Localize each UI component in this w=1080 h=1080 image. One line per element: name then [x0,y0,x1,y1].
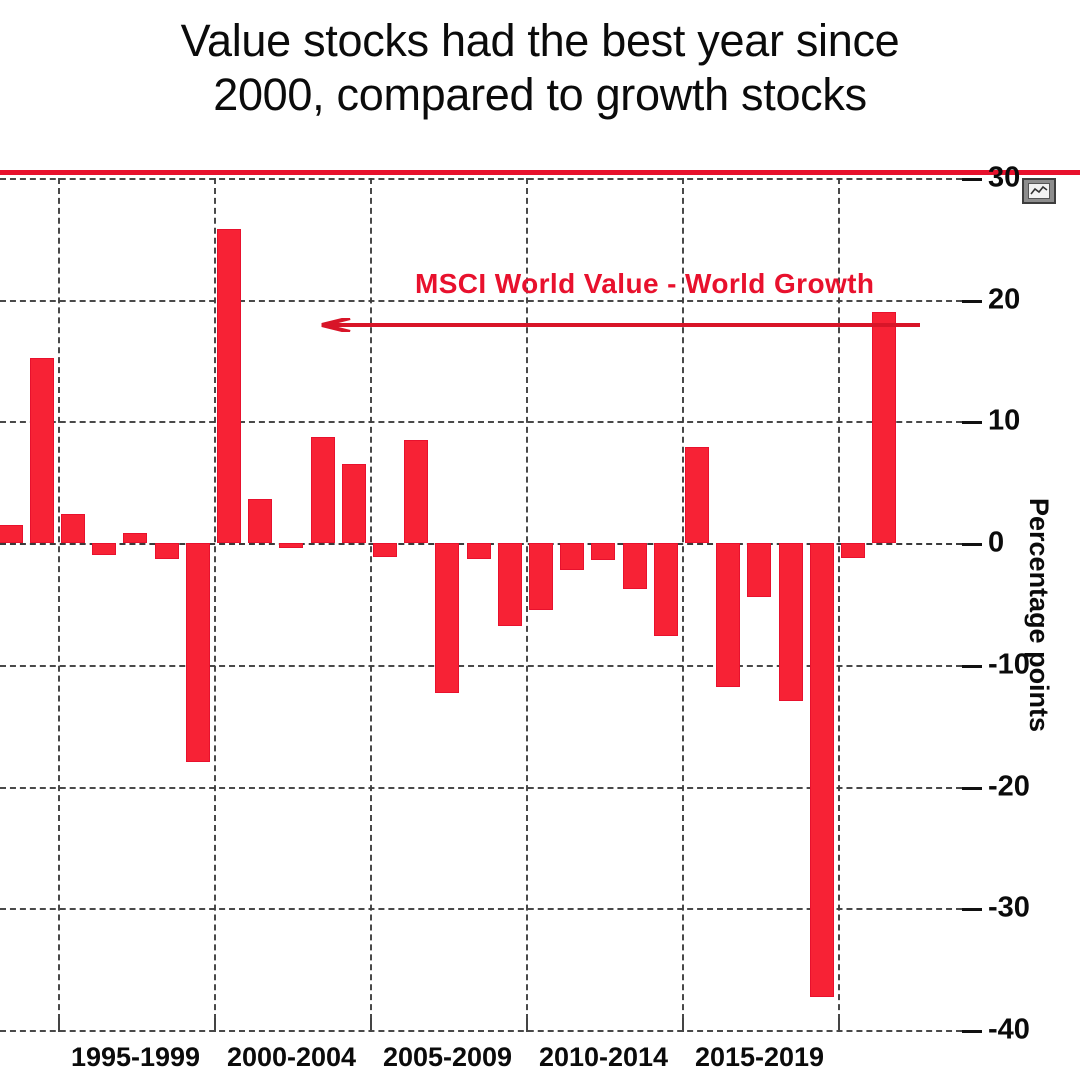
gridline-y--40 [0,1030,962,1032]
y-tick--40 [962,1030,982,1033]
x-tick-2005 [369,1018,372,1032]
x-group-label-2010-2014: 2010-2014 [538,1042,669,1072]
y-tick-label--40: -40 [988,1013,1030,1046]
page-title-line-2: 2000, compared to growth stocks [213,69,867,120]
bar-2011 [560,543,585,570]
gridline-y-20 [0,299,962,302]
bar-2020 [841,543,865,558]
bar-2019 [809,543,834,998]
bar-2017 [747,543,772,597]
title-divider-rule [0,170,1080,175]
bar-2016 [716,543,741,687]
y-tick-20 [962,299,982,303]
gridline-y-10 [0,421,962,424]
x-group-label-1995-1999: 1995-1999 [70,1042,201,1072]
bar-2018 [778,543,803,702]
gridline-x-1995 [57,178,60,1030]
bar-2006 [404,439,429,544]
y-tick-10 [962,421,982,425]
bar-2009 [497,543,522,626]
bar-2000 [217,229,241,544]
bar-1997 [123,533,148,544]
bar-2012 [591,543,616,561]
bar-2014 [653,543,678,636]
y-tick-label--10: -10 [988,648,1030,681]
y-tick--20 [962,786,982,790]
bar-2005 [373,543,397,557]
x-tick-2000 [213,1018,216,1032]
x-tick-2010 [525,1018,528,1032]
bar-series [0,178,962,1030]
x-group-label-2015-2019: 2015-2019 [694,1042,825,1072]
gridline-y--10 [0,664,962,667]
plot-area [0,178,962,1032]
y-tick-label-30: 30 [988,161,1021,194]
gridline-y--20 [0,786,962,789]
gridline-y--30 [0,908,962,911]
bar-2013 [622,543,647,590]
bar-1999 [185,543,210,763]
bar-2010 [529,543,553,611]
y-tick-30 [962,178,982,181]
y-tick-label--20: -20 [988,770,1030,803]
y-tick-label-0: 0 [988,526,1005,559]
gridline-x-2015 [681,178,684,1030]
gridline-x-2010 [525,178,528,1030]
y-axis-title: Percentage points [1024,498,1054,733]
chart-title-block: Value stocks had the best year since 200… [0,0,1080,168]
y-tick-0 [962,543,982,547]
bar-1994 [29,358,54,544]
bar-1995 [61,513,85,544]
bar-2008 [466,543,491,559]
bar-1998 [154,543,179,559]
bar-2007 [435,543,460,693]
series-annotation-label: MSCI World Value - World Growth [415,268,875,299]
bar-2021 [872,311,897,544]
chart-type-icon-glyph [1028,183,1050,199]
gridline-x-2020 [837,178,840,1030]
chart-type-icon[interactable] [1022,178,1056,204]
x-group-label-2000-2004: 2000-2004 [226,1042,357,1072]
bar-2002 [279,543,304,548]
y-tick-label-20: 20 [988,283,1021,316]
x-tick-1995 [57,1018,60,1032]
x-group-label-2005-2009: 2005-2009 [382,1042,513,1072]
x-tick-2020 [837,1018,840,1032]
page-title-line-1: Value stocks had the best year since [180,15,900,66]
y-tick--30 [962,908,982,912]
x-axis: 1995-1999 2000-2004 2005-2009 2010-2014 2015… [0,1018,962,1080]
bar-2001 [248,499,273,544]
gridline-x-2000 [213,178,216,1030]
y-tick-label--30: -30 [988,891,1030,924]
y-tick-label-10: 10 [988,404,1021,437]
bar-1996 [92,543,117,556]
bar-2015 [685,446,709,544]
y-tick--10 [962,664,982,668]
gridline-x-2005 [369,178,372,1030]
y-axis: Percentage points 30 20 10 0 -10 -20 -30 -40 [962,162,1080,1046]
x-tick-2015 [681,1018,684,1032]
bar-2003 [310,437,335,544]
bar-2004 [341,464,366,544]
left-arrow-icon [316,316,920,334]
bar-1993 [0,524,23,544]
gridline-y-30 [0,178,962,180]
